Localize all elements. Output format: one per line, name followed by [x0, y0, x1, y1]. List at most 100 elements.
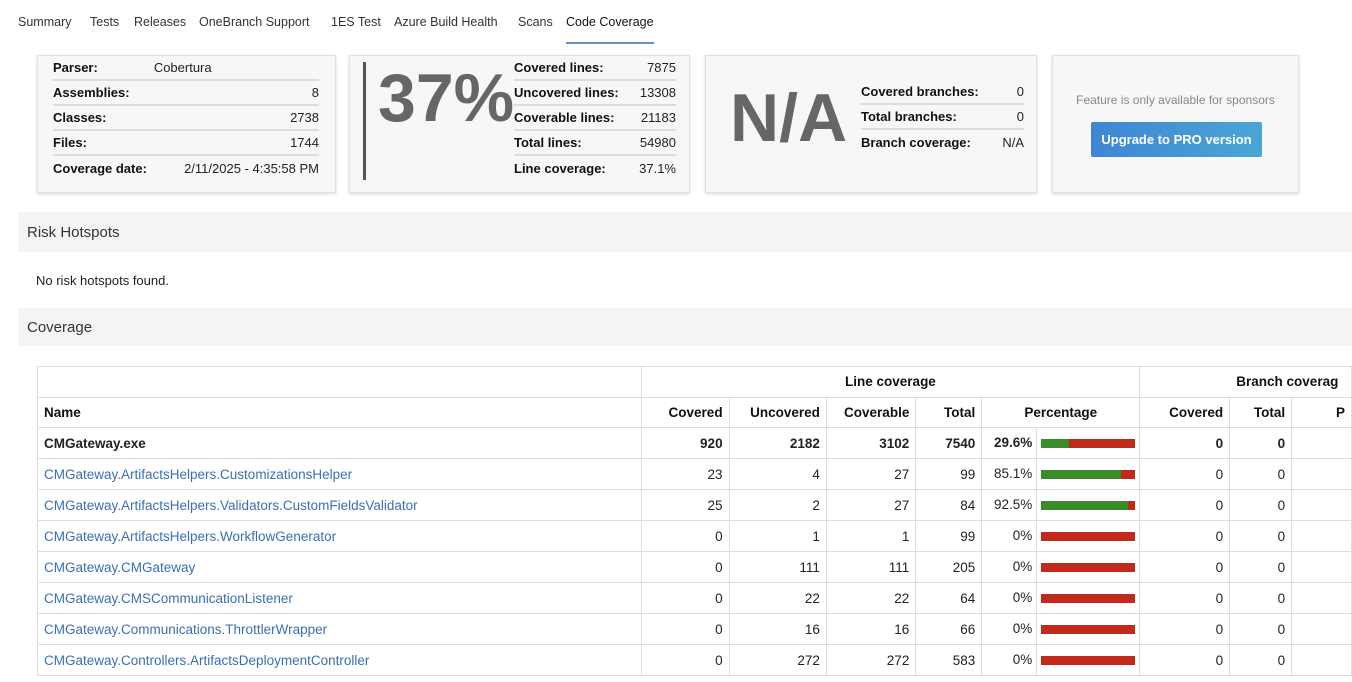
- branch-percentage-cell: [1291, 458, 1352, 490]
- tab-bar: Summary Tests Releases OneBranch Support 1ES…: [0, 0, 1352, 48]
- row-name[interactable]: CMGateway.Communications.ThrottlerWrappe…: [37, 613, 642, 645]
- coverage-bar: [1041, 531, 1136, 541]
- percentage-cell: 0%: [981, 520, 1141, 552]
- class-link[interactable]: CMGateway.Communications.ThrottlerWrappe…: [44, 621, 328, 637]
- branch-covered-cell: 0: [1139, 520, 1231, 552]
- branch-covered-cell: 0: [1139, 458, 1231, 490]
- branch-coverage-card: N/A Covered branches: 0 Total branches: 0 Br…: [705, 55, 1037, 193]
- row-name[interactable]: CMGateway.ArtifactsHelpers.Customization…: [37, 458, 642, 490]
- coverable-cell: 16: [825, 613, 917, 645]
- column-header[interactable]: Covered: [1139, 396, 1231, 428]
- upgrade-button[interactable]: Upgrade to PRO version: [1091, 122, 1262, 157]
- branch-total-cell: 0: [1229, 489, 1293, 521]
- line-coverage-card: 37% Covered lines: 7875 Uncovered lines: 13…: [349, 55, 690, 193]
- column-header[interactable]: Uncovered: [728, 396, 827, 428]
- stat-label: Files:: [53, 135, 87, 150]
- covered-cell: 0: [640, 613, 730, 645]
- percentage-cell: 0%: [981, 644, 1141, 676]
- stat-row: Classes: 2738: [53, 106, 319, 131]
- stat-value: 1744: [290, 135, 319, 150]
- stat-value: N/A: [1002, 135, 1024, 150]
- covered-cell: 23: [640, 458, 730, 490]
- branch-total-cell: 0: [1229, 520, 1293, 552]
- covered-cell: 0: [640, 644, 730, 676]
- tab-tests[interactable]: Tests: [90, 15, 120, 29]
- table-row: CMGateway.CMGateway 0 111 111 205 0% 0 0: [37, 551, 1352, 583]
- column-header[interactable]: Total: [915, 396, 983, 428]
- branch-percentage-cell: [1291, 427, 1352, 459]
- column-header[interactable]: Covered: [640, 396, 730, 428]
- column-header[interactable]: Total: [1229, 396, 1293, 428]
- row-name[interactable]: CMGateway.ArtifactsHelpers.WorkflowGener…: [37, 520, 642, 552]
- branch-covered-cell: 0: [1139, 613, 1231, 645]
- uncovered-cell: 22: [728, 582, 827, 614]
- stat-label: Coverable lines:: [514, 110, 615, 125]
- percentage-value: 0%: [1012, 589, 1033, 605]
- row-name[interactable]: CMGateway.CMSCommunicationListener: [37, 582, 642, 614]
- coverage-bar: [1041, 469, 1136, 479]
- column-header[interactable]: Percentage: [981, 396, 1141, 428]
- coverage-header: Coverage: [18, 308, 1352, 346]
- class-link[interactable]: CMGateway.Controllers.ArtifactsDeploymen…: [44, 652, 370, 668]
- total-cell: 205: [915, 551, 983, 583]
- branch-covered-cell: 0: [1139, 582, 1231, 614]
- branch-percentage-cell: [1291, 582, 1352, 614]
- class-link[interactable]: CMGateway.ArtifactsHelpers.WorkflowGener…: [44, 528, 337, 544]
- column-header[interactable]: Name: [37, 396, 642, 428]
- branch-coverage-group: Branch coverag: [1139, 366, 1352, 398]
- stat-label: Covered branches:: [861, 84, 979, 99]
- percentage-value: 85.1%: [994, 465, 1033, 481]
- risk-hotspots-empty: No risk hotspots found.: [36, 273, 169, 288]
- percentage-cell: 0%: [981, 582, 1141, 614]
- total-cell: 99: [915, 458, 983, 490]
- stat-label: Covered lines:: [514, 60, 604, 75]
- stat-value: 0: [1016, 109, 1024, 124]
- row-name[interactable]: CMGateway.ArtifactsHelpers.Validators.Cu…: [37, 489, 642, 521]
- covered-cell: 920: [640, 427, 730, 459]
- percentage-cell: 92.5%: [981, 489, 1141, 521]
- coverable-cell: 272: [825, 644, 917, 676]
- coverable-cell: 27: [825, 489, 917, 521]
- covered-cell: 0: [640, 551, 730, 583]
- tab-azure-build-health[interactable]: Azure Build Health: [394, 15, 498, 29]
- divider: [363, 62, 366, 180]
- coverable-cell: 1: [825, 520, 917, 552]
- class-link[interactable]: CMGateway.CMGateway: [44, 559, 196, 575]
- stat-label: Parser:: [53, 60, 98, 75]
- stat-row: Total branches: 0: [861, 105, 1024, 130]
- stat-label: Total branches:: [861, 109, 957, 124]
- tab-summary[interactable]: Summary: [18, 15, 72, 29]
- tab-1es-test[interactable]: 1ES Test: [331, 15, 381, 29]
- tab-onebranch-support[interactable]: OneBranch Support: [199, 15, 310, 29]
- stat-row: Coverage date: 2/11/2025 - 4:35:58 PM: [53, 156, 319, 181]
- stat-value: 2738: [290, 110, 319, 125]
- stat-row: Line coverage: 37.1%: [514, 156, 676, 181]
- stat-value: 21183: [640, 110, 676, 125]
- percentage-value: 92.5%: [994, 496, 1033, 512]
- total-cell: 99: [915, 520, 983, 552]
- tab-releases[interactable]: Releases: [134, 15, 187, 29]
- coverable-cell: 111: [825, 551, 917, 583]
- stat-value: 13308: [639, 85, 676, 100]
- total-cell: 84: [915, 489, 983, 521]
- class-link[interactable]: CMGateway.CMSCommunicationListener: [44, 590, 293, 606]
- table-row: CMGateway.CMSCommunicationListener 0 22 …: [37, 582, 1352, 614]
- column-header[interactable]: P: [1291, 396, 1352, 428]
- tab-code-coverage[interactable]: Code Coverage: [566, 15, 654, 44]
- row-name: CMGateway.exe: [37, 427, 642, 459]
- row-name[interactable]: CMGateway.CMGateway: [37, 551, 642, 583]
- tab-scans[interactable]: Scans: [518, 15, 553, 29]
- branch-total-cell: 0: [1229, 644, 1293, 676]
- stat-value: 8: [311, 85, 319, 100]
- class-link[interactable]: CMGateway.ArtifactsHelpers.Validators.Cu…: [44, 497, 418, 513]
- branch-percentage-cell: [1291, 489, 1352, 521]
- percentage-cell: 0%: [981, 613, 1141, 645]
- class-link[interactable]: CMGateway.ArtifactsHelpers.Customization…: [44, 466, 353, 482]
- branch-covered-cell: 0: [1139, 427, 1231, 459]
- row-name[interactable]: CMGateway.Controllers.ArtifactsDeploymen…: [37, 644, 642, 676]
- branch-percentage-cell: [1291, 644, 1352, 676]
- branch-covered-cell: 0: [1139, 551, 1231, 583]
- coverable-cell: 22: [825, 582, 917, 614]
- column-header[interactable]: Coverable: [825, 396, 917, 428]
- coverage-bar: [1041, 624, 1136, 634]
